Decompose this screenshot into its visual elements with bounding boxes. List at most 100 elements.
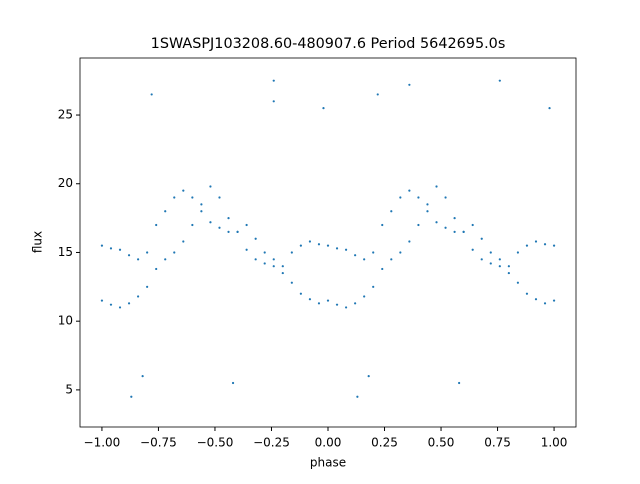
point [173, 251, 176, 254]
point [218, 196, 221, 199]
point [326, 244, 330, 247]
point [426, 203, 429, 206]
point [127, 254, 131, 257]
x-tick-label: 0.00 [315, 436, 342, 450]
point [209, 221, 212, 224]
y-tick-label: 10 [58, 314, 73, 328]
point [543, 243, 547, 246]
point [498, 79, 501, 82]
point [525, 292, 529, 295]
y-tick-label: 25 [58, 108, 73, 122]
point [372, 251, 375, 254]
x-tick-label: 0.75 [484, 436, 511, 450]
point [471, 248, 474, 251]
point [435, 221, 438, 224]
point [444, 226, 447, 229]
x-tick-label: −1.00 [84, 436, 121, 450]
point [399, 196, 402, 199]
x-tick-label: 0.50 [428, 436, 455, 450]
x-tick-label: −0.75 [140, 436, 177, 450]
point [254, 237, 257, 240]
point [376, 93, 379, 96]
point [308, 298, 312, 301]
point [534, 298, 538, 301]
point [471, 223, 474, 227]
point [272, 79, 275, 82]
point [100, 299, 104, 302]
point [109, 303, 113, 306]
point [245, 248, 248, 251]
point [218, 226, 221, 229]
point [100, 244, 104, 247]
y-tick-label: 5 [65, 382, 73, 396]
point [227, 217, 230, 220]
point [317, 302, 321, 305]
point [299, 244, 302, 247]
point [182, 240, 185, 243]
point [272, 258, 275, 261]
point [254, 258, 257, 261]
y-tick-label: 15 [58, 245, 73, 259]
x-tick-label: −0.25 [253, 436, 290, 450]
point [344, 306, 348, 309]
point [118, 306, 122, 309]
point [200, 210, 203, 213]
x-tick-label: 1.00 [541, 436, 568, 450]
point [356, 395, 359, 398]
point [127, 302, 131, 305]
point [498, 265, 501, 268]
point [317, 243, 321, 246]
point [344, 248, 348, 251]
point [552, 244, 556, 247]
point [399, 251, 402, 254]
point [109, 247, 113, 250]
point [137, 258, 140, 261]
point [480, 237, 483, 240]
point [182, 189, 185, 192]
point [155, 267, 158, 271]
point [480, 258, 483, 261]
point [408, 189, 411, 192]
point [363, 258, 366, 261]
point [209, 185, 212, 188]
point [290, 281, 293, 284]
y-tick-label: 20 [58, 176, 73, 190]
point [281, 265, 284, 268]
point [516, 281, 519, 284]
point [354, 302, 357, 305]
point [130, 395, 133, 398]
point [525, 244, 529, 247]
point [272, 265, 275, 268]
point [137, 295, 140, 298]
point [299, 292, 302, 295]
point [236, 230, 239, 233]
point [263, 251, 266, 254]
chart-title: 1SWASPJ103208.60-480907.6 Period 5642695… [151, 36, 506, 52]
point [281, 271, 284, 275]
point [335, 303, 339, 306]
point [308, 240, 312, 243]
point [164, 210, 167, 213]
point [363, 295, 366, 298]
point [141, 375, 144, 378]
point [534, 240, 538, 243]
point [191, 223, 194, 227]
point [453, 230, 456, 233]
point [408, 83, 411, 86]
point [146, 285, 149, 288]
point [155, 223, 158, 227]
point [453, 217, 456, 220]
x-axis-label: phase [310, 456, 346, 470]
point [164, 258, 167, 261]
point [322, 107, 325, 110]
point [245, 223, 248, 227]
point [290, 251, 293, 254]
point [552, 299, 556, 302]
point [489, 262, 492, 265]
point [381, 267, 384, 271]
x-tick-label: 0.25 [371, 436, 398, 450]
y-axis-label: flux [31, 231, 45, 253]
point [227, 230, 230, 233]
point [263, 262, 266, 265]
